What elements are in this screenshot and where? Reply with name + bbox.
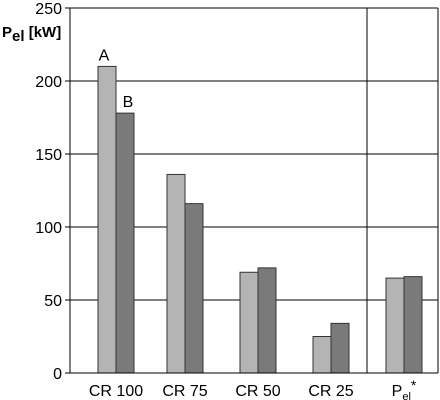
y-axis-label-unit: [kW] [25, 24, 62, 41]
bar-B-4 [403, 276, 423, 374]
x-tick-label-main-1: CR 75 [162, 383, 207, 400]
bar-A-0 [97, 65, 117, 374]
bar-B-1 [184, 203, 204, 374]
bar-layer [97, 65, 423, 374]
x-tick-label-0: CR 100 [89, 383, 143, 400]
bar-A-2 [239, 271, 259, 374]
annotation-A: A [99, 47, 110, 64]
bar-A-1 [166, 173, 186, 374]
y-tick-label-100: 100 [35, 220, 62, 237]
y-axis-label: Pel [kW] [2, 24, 61, 45]
x-tick-label-sub-4: el [402, 391, 411, 400]
x-tick-label-main-4: P [392, 383, 403, 400]
x-tick-label-2: CR 50 [235, 383, 280, 400]
y-tick-label-0: 0 [53, 366, 62, 383]
y-tick-label-200: 200 [35, 74, 62, 91]
x-tick-label-main-2: CR 50 [235, 383, 280, 400]
x-tick-label-1: CR 75 [162, 383, 207, 400]
x-tick-label-main-3: CR 25 [308, 383, 353, 400]
y-tick-label-250: 250 [35, 1, 62, 18]
x-tick-label-sup-4: * [411, 377, 417, 393]
x-tick-label-main-0: CR 100 [89, 383, 143, 400]
bar-B-0 [115, 112, 135, 374]
y-axis-label-main: P [2, 24, 12, 41]
bar-B-3 [330, 322, 350, 374]
bar-A-4 [385, 277, 405, 374]
annotation-B: B [123, 94, 134, 111]
y-tick-label-150: 150 [35, 147, 62, 164]
x-tick-label-4: Pel* [392, 377, 417, 400]
axis-layer [65, 7, 439, 374]
label-layer: 0 50 100 150 200 250 CR 100 CR 75 CR 50 CR 25 Pel*… [35, 1, 417, 400]
y-axis-label-sub: el [12, 28, 25, 45]
bar-A-3 [312, 336, 332, 374]
bar-B-2 [257, 267, 277, 374]
y-tick-label-50: 50 [44, 293, 62, 310]
x-tick-label-3: CR 25 [308, 383, 353, 400]
